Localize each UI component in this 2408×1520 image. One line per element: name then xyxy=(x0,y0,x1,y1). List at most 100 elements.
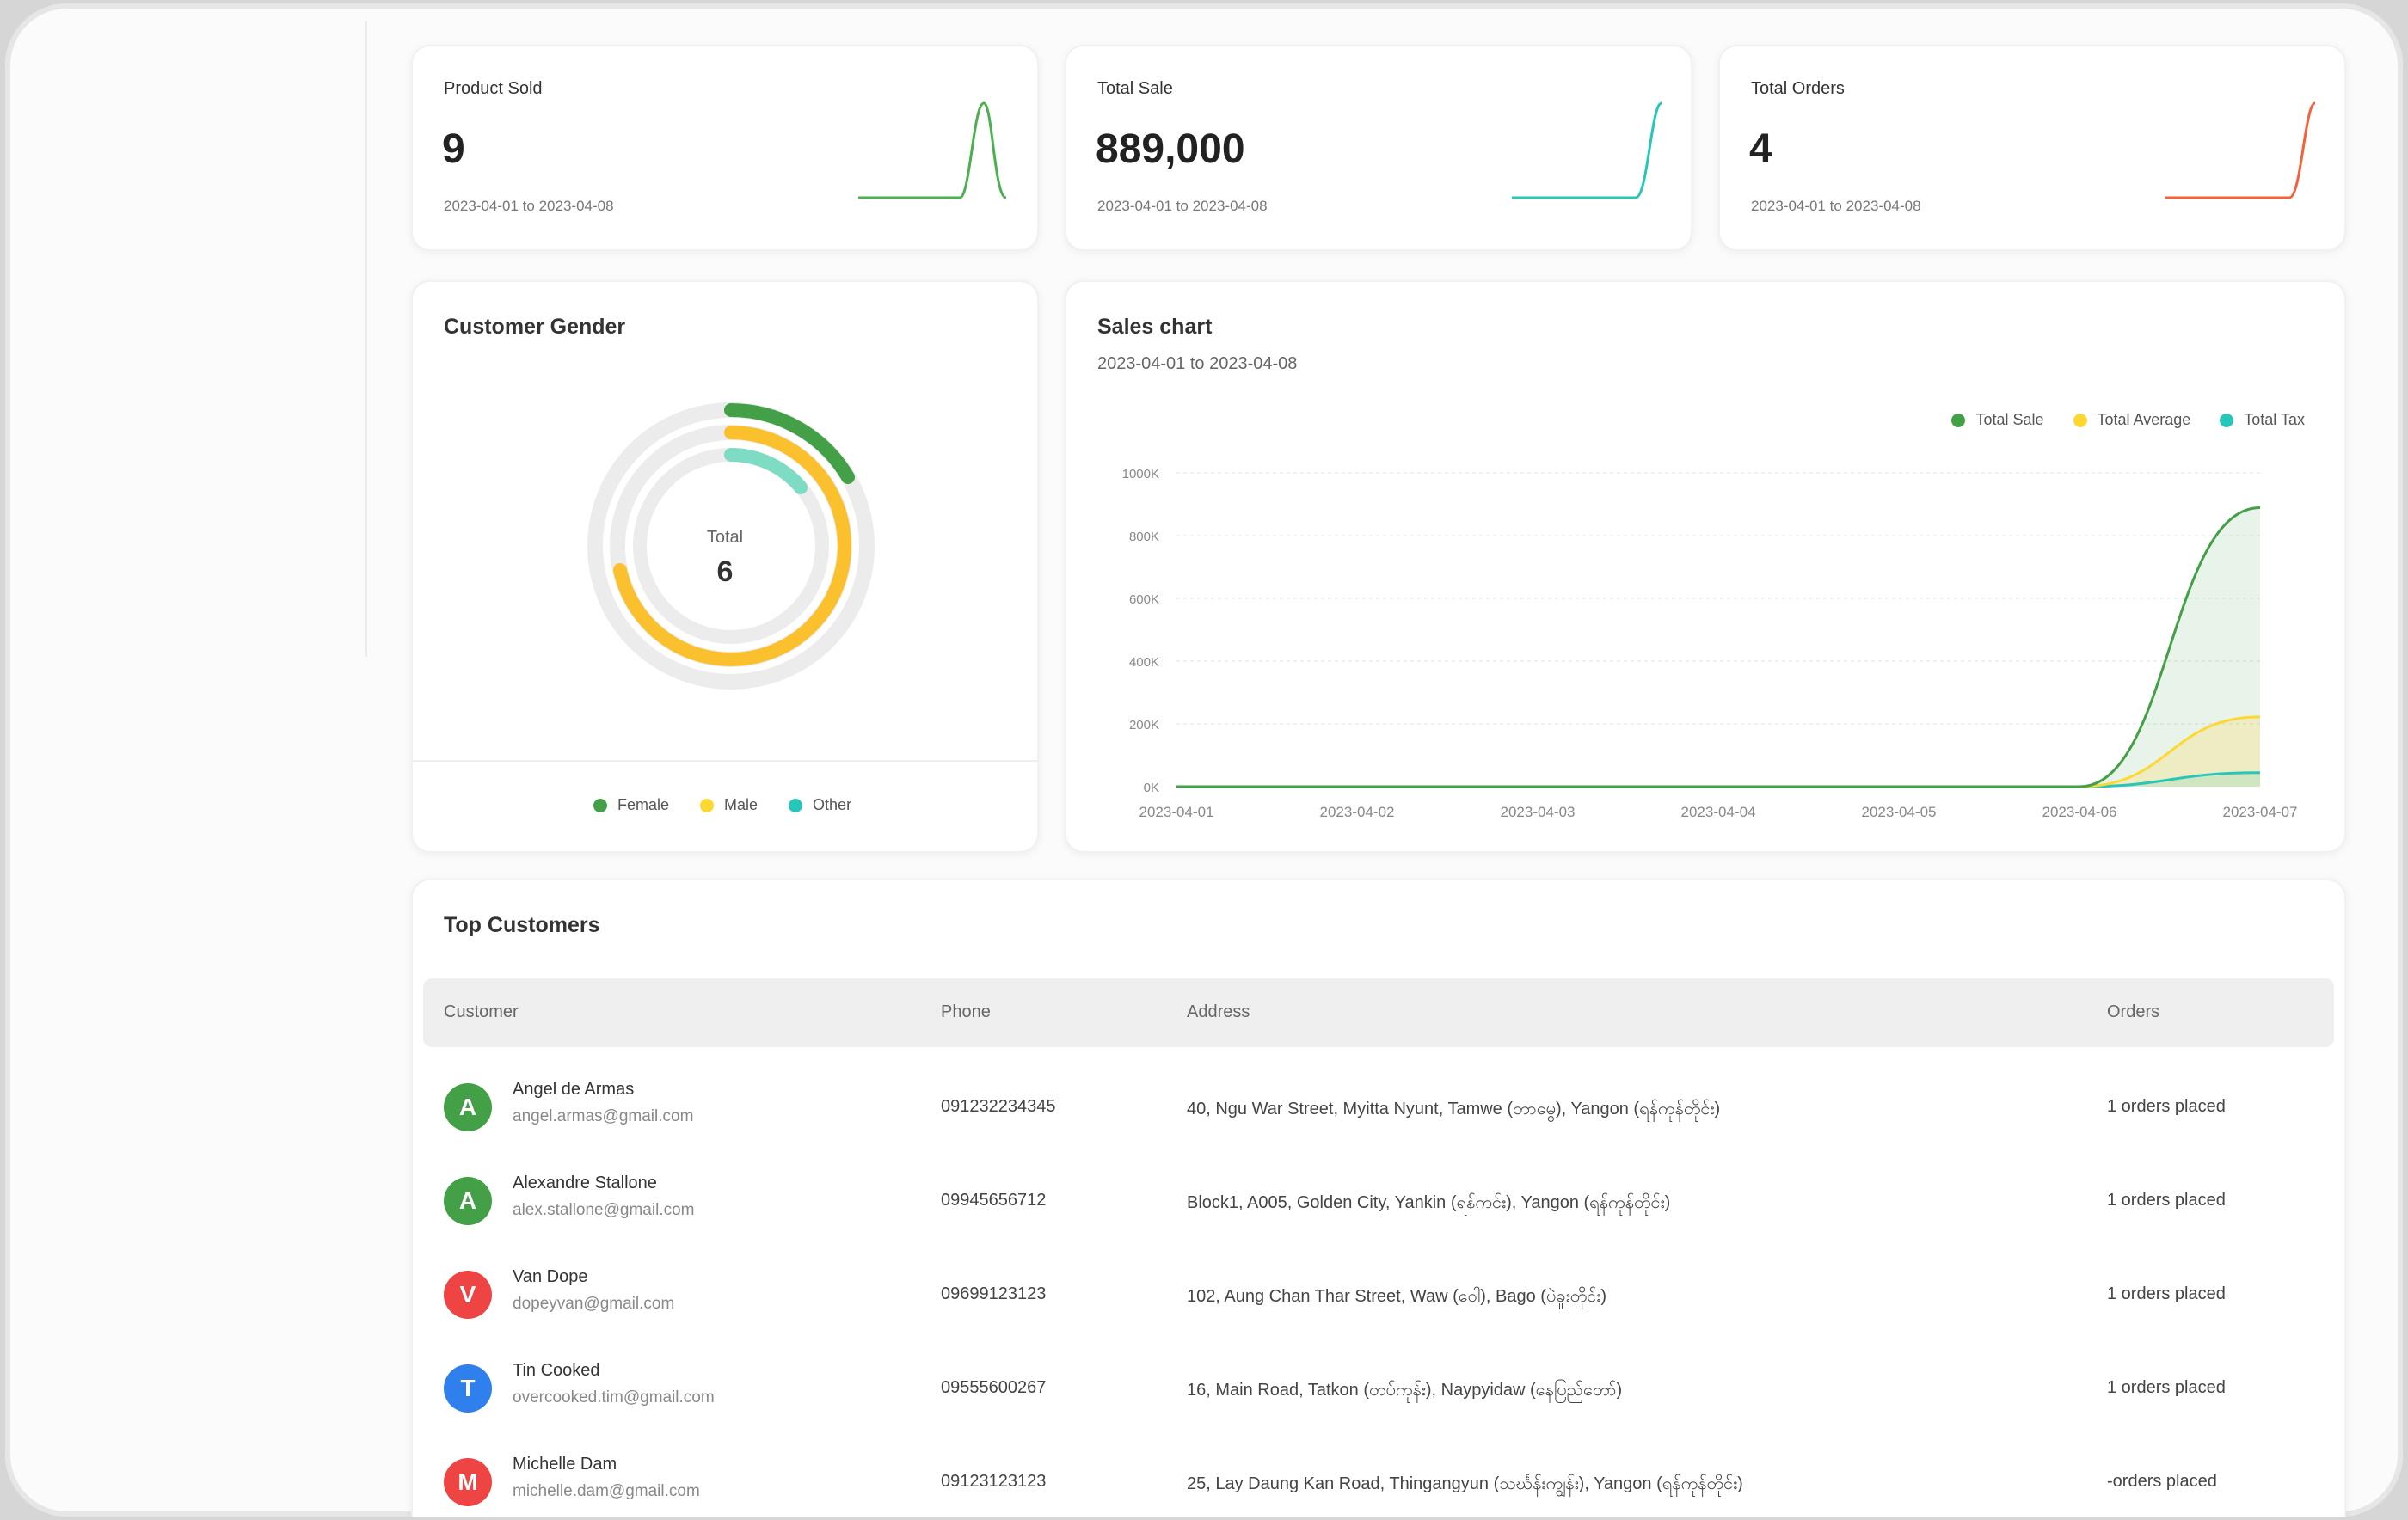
series-area-total-sale xyxy=(1176,507,2260,787)
customer-orders: 1 orders placed xyxy=(2107,1191,2226,1210)
customer-phone: 09123123123 xyxy=(941,1472,1047,1491)
other-arc xyxy=(724,448,808,494)
customer-email: angel.armas@gmail.com xyxy=(513,1107,694,1125)
app-window: Product Sold 9 2023-04-01 to 2023-04-08 … xyxy=(5,3,2403,1517)
table-row[interactable]: T Tin Cooked overcooked.tim@gmail.com 09… xyxy=(413,1344,2344,1437)
col-header-phone[interactable]: Phone xyxy=(941,1002,991,1021)
customer-name: Tin Cooked xyxy=(513,1361,600,1380)
sales-chart-card: Sales chart 2023-04-01 to 2023-04-08 Tot… xyxy=(1065,280,2346,853)
customer-address: 25, Lay Daung Kan Road, Thingangyun (သင်… xyxy=(1187,1474,1743,1493)
stat-range: 2023-04-01 to 2023-04-08 xyxy=(1097,198,1268,214)
col-header-customer[interactable]: Customer xyxy=(444,1002,519,1021)
customer-email: alex.stallone@gmail.com xyxy=(513,1201,695,1219)
col-header-orders[interactable]: Orders xyxy=(2107,1002,2160,1021)
avatar: M xyxy=(444,1458,492,1506)
customer-phone: 09699123123 xyxy=(941,1284,1047,1303)
stat-range: 2023-04-01 to 2023-04-08 xyxy=(444,198,614,214)
series-line-total-sale xyxy=(1176,506,2261,788)
x-tick-label: 2023-04-02 xyxy=(1320,804,1395,820)
legend-item-other[interactable]: Other xyxy=(789,796,851,814)
legend-dot xyxy=(2220,413,2234,427)
legend-label: Total Average xyxy=(2097,411,2191,428)
customer-address: Block1, A005, Golden City, Yankin (ရန်ကင… xyxy=(1187,1193,1671,1212)
sparkline-total-orders xyxy=(2165,101,2317,199)
y-tick-label: 400K xyxy=(1129,655,1159,670)
x-tick-label: 2023-04-06 xyxy=(2042,804,2117,820)
customer-name: Angel de Armas xyxy=(513,1080,635,1099)
stat-card-total-sale[interactable]: Total Sale 889,000 2023-04-01 to 2023-04… xyxy=(1065,45,1692,251)
legend-dot xyxy=(593,798,607,812)
col-header-address[interactable]: Address xyxy=(1187,1002,1250,1021)
gender-legend: Female Male Other xyxy=(593,796,851,814)
customer-address: 16, Main Road, Tatkon (တပ်ကုန်း), Naypyi… xyxy=(1187,1381,1623,1400)
stat-label: Product Sold xyxy=(444,79,543,98)
legend-dot xyxy=(789,798,803,812)
customer-orders: 1 orders placed xyxy=(2107,1284,2226,1303)
legend-label: Female xyxy=(617,796,670,813)
stat-value: 889,000 xyxy=(1096,126,1245,172)
legend-item-total-average[interactable]: Total Average xyxy=(2073,411,2191,429)
stat-card-product-sold[interactable]: Product Sold 9 2023-04-01 to 2023-04-08 xyxy=(411,45,1039,251)
top-customers-card: Top Customers Customer Phone Address Ord… xyxy=(411,879,2346,1517)
legend-item-male[interactable]: Male xyxy=(700,796,758,814)
customer-orders: -orders placed xyxy=(2107,1472,2217,1491)
legend-dot xyxy=(700,798,715,812)
sales-legend: Total Sale Total Average Total Tax xyxy=(1951,411,2305,429)
x-tick-label: 2023-04-03 xyxy=(1501,804,1576,820)
stat-value: 9 xyxy=(442,126,465,172)
male-arc xyxy=(613,426,851,666)
customer-name: Alexandre Stallone xyxy=(513,1174,657,1192)
avatar: A xyxy=(444,1177,492,1225)
customer-name: Michelle Dam xyxy=(513,1455,617,1474)
customer-phone: 09555600267 xyxy=(941,1378,1047,1397)
female-arc xyxy=(724,403,855,484)
legend-label: Male xyxy=(724,796,759,813)
customer-gender-card: Customer Gender Total 6 Female Male Othe… xyxy=(411,280,1039,853)
stat-card-total-orders[interactable]: Total Orders 4 2023-04-01 to 2023-04-08 xyxy=(1718,45,2346,251)
y-tick-label: 200K xyxy=(1129,718,1159,732)
stat-label: Total Sale xyxy=(1097,79,1173,98)
card-title: Sales chart xyxy=(1097,315,1213,339)
legend-item-total-tax[interactable]: Total Tax xyxy=(2220,411,2305,429)
customer-address: 102, Aung Chan Thar Street, Waw (ဝေါ), B… xyxy=(1187,1287,1607,1306)
stat-label: Total Orders xyxy=(1751,79,1845,98)
stat-range: 2023-04-01 to 2023-04-08 xyxy=(1751,198,1921,214)
sparkline-product-sold xyxy=(858,101,1007,199)
y-tick-label: 1000K xyxy=(1122,467,1159,481)
customer-orders: 1 orders placed xyxy=(2107,1097,2226,1116)
customer-orders: 1 orders placed xyxy=(2107,1378,2226,1397)
table-header: Customer Phone Address Orders xyxy=(423,978,2334,1047)
table-row[interactable]: A Angel de Armas angel.armas@gmail.com 0… xyxy=(413,1063,2344,1156)
card-title: Customer Gender xyxy=(444,315,626,339)
legend-item-female[interactable]: Female xyxy=(593,796,669,814)
series-area-total-tax xyxy=(1176,772,2260,787)
x-tick-label: 2023-04-07 xyxy=(2223,804,2298,820)
x-tick-label: 2023-04-01 xyxy=(1140,804,1214,820)
card-title: Top Customers xyxy=(444,913,600,937)
x-tick-label: 2023-04-05 xyxy=(1862,804,1937,820)
customer-name: Van Dope xyxy=(513,1267,588,1286)
table-row[interactable]: A Alexandre Stallone alex.stallone@gmail… xyxy=(413,1156,2344,1250)
customer-email: overcooked.tim@gmail.com xyxy=(513,1388,715,1407)
y-tick-label: 800K xyxy=(1129,530,1159,544)
customer-phone: 091232234345 xyxy=(941,1097,1056,1116)
customer-email: michelle.dam@gmail.com xyxy=(513,1482,700,1500)
avatar: A xyxy=(444,1083,492,1131)
customer-email: dopeyvan@gmail.com xyxy=(513,1295,675,1313)
legend-dot xyxy=(2073,413,2087,427)
card-subtitle: 2023-04-01 to 2023-04-08 xyxy=(1097,354,1298,373)
legend-label: Total Tax xyxy=(2244,411,2305,428)
sparkline-total-sale xyxy=(1512,101,1663,199)
legend-label: Total Sale xyxy=(1975,411,2044,428)
table-row[interactable]: M Michelle Dam michelle.dam@gmail.com 09… xyxy=(413,1437,2344,1517)
stat-value: 4 xyxy=(1749,126,1772,172)
card-divider xyxy=(413,760,1037,762)
series-area-total-average xyxy=(1176,716,2260,787)
sidebar-divider xyxy=(366,21,367,657)
x-tick-label: 2023-04-04 xyxy=(1681,804,1756,820)
customer-address: 40, Ngu War Street, Myitta Nyunt, Tamwe … xyxy=(1187,1100,1721,1119)
legend-label: Other xyxy=(813,796,852,813)
legend-item-total-sale[interactable]: Total Sale xyxy=(1951,411,2044,429)
avatar: V xyxy=(444,1271,492,1319)
table-row[interactable]: V Van Dope dopeyvan@gmail.com 0969912312… xyxy=(413,1250,2344,1344)
